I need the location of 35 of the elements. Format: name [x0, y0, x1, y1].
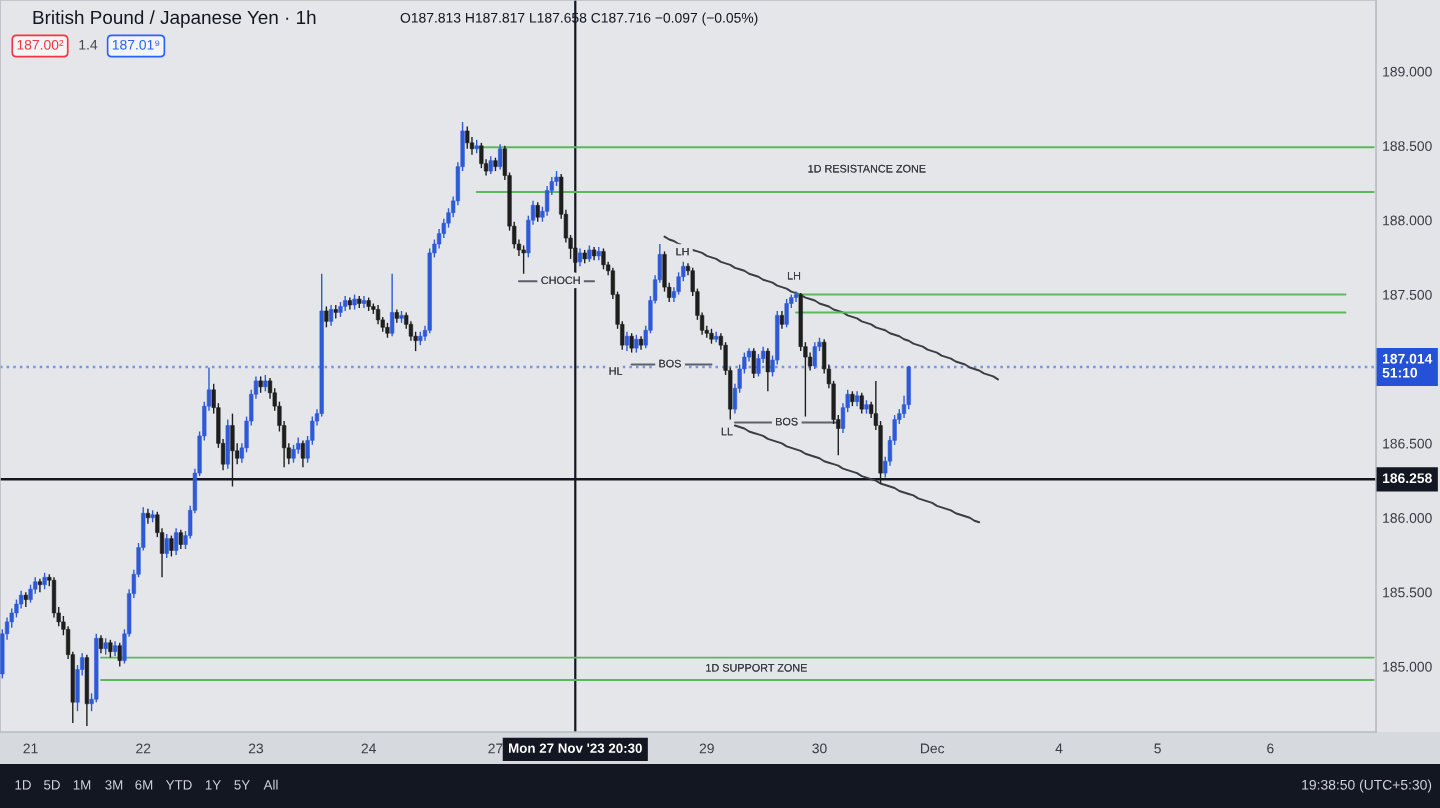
candlestick [328, 304, 334, 327]
candlestick [169, 534, 174, 558]
candlestick [906, 365, 911, 410]
candlestick [84, 653, 89, 727]
candlestick [375, 304, 381, 326]
candlestick [465, 125, 470, 150]
candlestick [37, 578, 43, 593]
candlestick [164, 533, 169, 559]
candlestick [145, 508, 151, 525]
candlestick [174, 527, 179, 556]
candlestick [225, 418, 230, 470]
candlestick [601, 247, 606, 270]
line-series [733, 424, 981, 524]
candlestick [178, 528, 183, 550]
candlestick [545, 185, 550, 217]
candlestick [390, 273, 395, 337]
candlestick [629, 332, 634, 354]
candlestick [479, 142, 484, 169]
candlestick [51, 576, 57, 619]
candlestick [751, 347, 756, 379]
candlestick [300, 439, 306, 468]
candlestick [812, 341, 817, 370]
candlestick [765, 347, 770, 392]
candlestick [624, 331, 630, 352]
candlestick [784, 298, 789, 329]
candlestick [756, 353, 761, 378]
candlestick [324, 305, 329, 329]
candlestick [498, 143, 503, 171]
text: British Pound / Japanese Yen · 1h [33, 10, 316, 28]
candlestick [535, 201, 540, 223]
candlestick [859, 392, 864, 415]
candlestick [521, 244, 526, 275]
line-series [663, 235, 999, 381]
candlestick [117, 642, 122, 668]
candlestick [361, 295, 367, 309]
